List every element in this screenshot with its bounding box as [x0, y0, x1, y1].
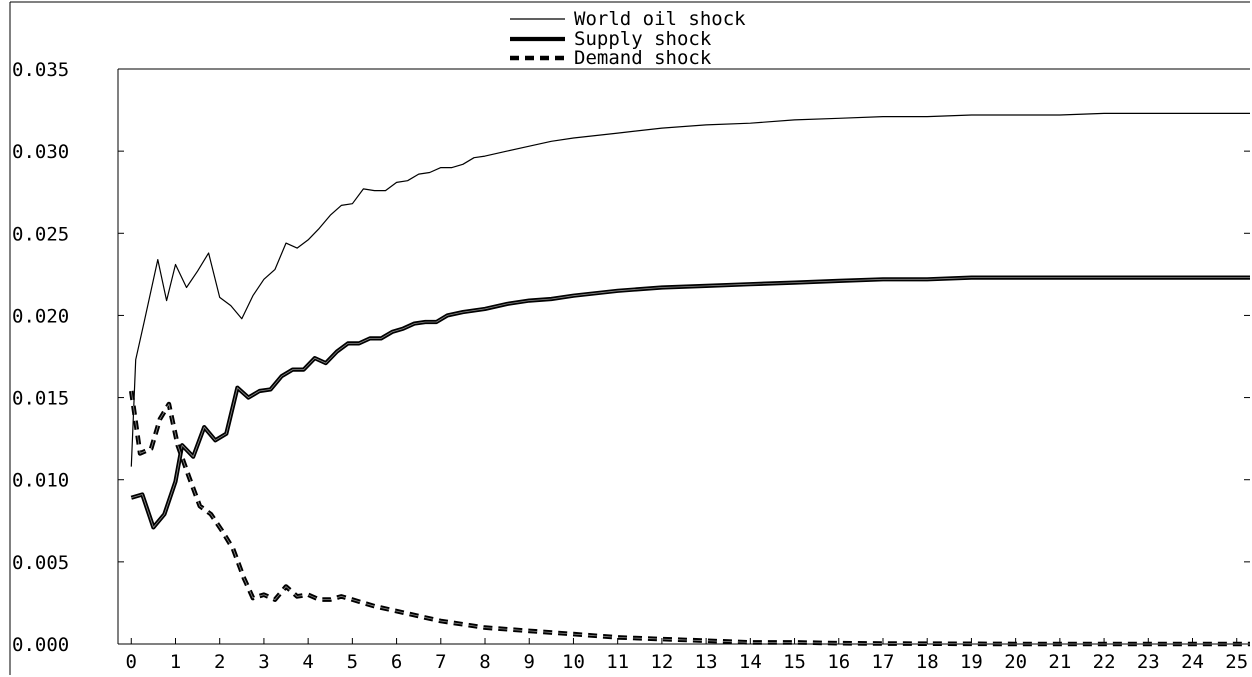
x-tick-label: 7	[435, 651, 446, 673]
series-line-0	[130, 112, 1250, 467]
x-tick-label: 23	[1137, 651, 1160, 673]
x-tick-label: 0	[126, 651, 137, 673]
series-line-highlight-1	[131, 277, 1250, 528]
x-tick-label: 21	[1048, 651, 1071, 673]
y-tick-label: 0.010	[12, 470, 69, 492]
x-tick-label: 20	[1004, 651, 1027, 673]
x-tick-label: 12	[650, 651, 673, 673]
x-tick-label: 18	[916, 651, 939, 673]
x-tick-label: 3	[258, 651, 269, 673]
x-tick-label: 1	[170, 651, 181, 673]
legend-label-1: Supply shock	[574, 28, 712, 50]
x-tick-label: 19	[960, 651, 983, 673]
y-tick-label: 0.025	[12, 223, 69, 245]
series-lines	[129, 112, 1250, 647]
x-tick-label: 10	[562, 651, 585, 673]
series-line-2	[129, 390, 1250, 647]
x-tick-label: 11	[606, 651, 629, 673]
y-tick-label: 0.020	[12, 305, 69, 327]
x-tick-label: 6	[391, 651, 402, 673]
axes: 0.000 0.005 0.010 0.015 0.020 0.025 0.030 0.035…	[9, 1, 1250, 675]
x-tick-label: 2	[214, 651, 225, 673]
series-line-highlight-2	[130, 390, 1250, 645]
legend-label-2: Demand shock	[574, 47, 712, 69]
y-tick-label: 0.015	[12, 388, 69, 410]
y-tick-label: 0.000	[12, 634, 69, 656]
x-tick-label: 15	[783, 651, 806, 673]
legend-label-0: World oil shock	[574, 8, 746, 30]
x-tick-label: 25	[1225, 651, 1248, 673]
x-tick-label: 17	[872, 651, 895, 673]
x-tick-label: 4	[302, 651, 313, 673]
x-tick-label: 16	[827, 651, 850, 673]
x-tick-label: 14	[739, 651, 762, 673]
x-tick-label: 8	[479, 651, 490, 673]
x-tick-label: 22	[1093, 651, 1116, 673]
x-tick-label: 5	[347, 651, 358, 673]
series-line-1	[130, 275, 1250, 530]
x-tick-label: 24	[1181, 651, 1204, 673]
x-tick-label: 9	[524, 651, 535, 673]
y-tick-label: 0.030	[12, 141, 69, 163]
x-tick-label: 13	[695, 651, 718, 673]
y-tick-label: 0.035	[12, 59, 69, 81]
y-tick-label: 0.005	[12, 552, 69, 574]
